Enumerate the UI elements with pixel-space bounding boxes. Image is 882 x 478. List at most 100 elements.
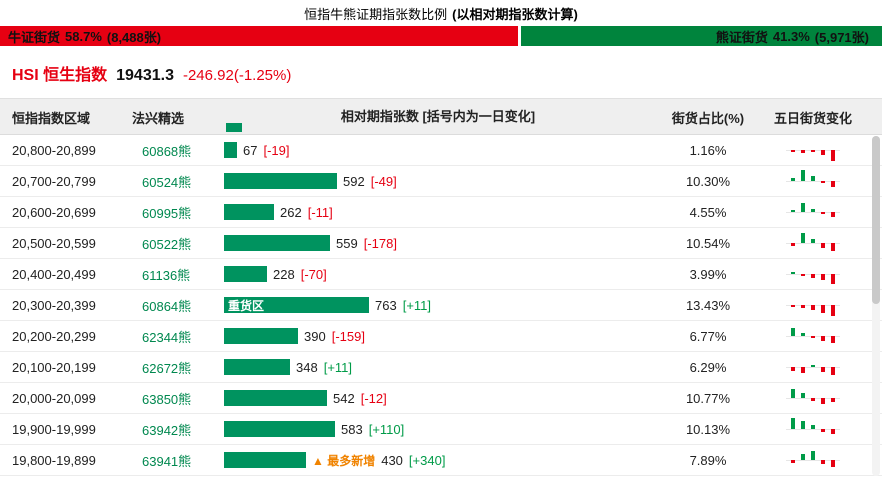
one-day-change: [-70] [300,266,327,282]
header-five-day-change: 五日街货变化 [773,110,852,126]
five-day-spark [786,167,840,195]
one-day-change: [+11] [323,359,353,375]
table-row[interactable]: 19,800-19,899 63941熊 ▲ 最多新增 430 [+340] 7… [0,445,882,476]
bear-ratio-segment: 熊证街货 41.3% (5,971张) [520,26,882,46]
outstanding-pct-cell: 4.55% [689,204,727,220]
contracts-value: 348 [296,359,318,375]
scrollbar-thumb[interactable] [872,136,880,304]
warrant-code-link[interactable]: 62672熊 [142,360,192,376]
table-row[interactable]: 20,800-20,899 60868熊 67 [-19] 1.16% [0,135,882,166]
warrant-code-link[interactable]: 60995熊 [142,205,192,221]
warrant-code-link[interactable]: 60522熊 [142,236,192,252]
bull-count: (8,488张) [106,29,162,45]
outstanding-pct-cell: 10.77% [685,390,731,406]
outstanding-pct-cell: 13.43% [685,297,731,313]
table-row[interactable]: 20,100-20,199 62672熊 348 [+11] 6.29% [0,352,882,383]
outstanding-pct-cell: 10.54% [685,235,731,251]
contracts-bar [224,359,290,375]
warrant-code-link[interactable]: 61136熊 [142,267,191,283]
contracts-bar-cell: 262 [-11] [218,204,658,220]
contracts-value: 67 [243,142,258,158]
index-change: -246.92(-1.25%) [182,67,292,84]
warrant-code-link[interactable]: 60864熊 [142,298,192,314]
contracts-bar-cell: 559 [-178] [218,235,658,251]
contracts-bar [224,328,298,344]
bull-pct: 58.7% [65,28,102,44]
bear-pct: 41.3% [772,28,810,44]
one-day-change: [-11] [307,204,333,220]
header-contracts: 相对期指张数 [括号内为一日变化] [218,99,658,135]
contracts-bar [224,142,237,158]
five-day-spark-cell [758,136,868,164]
outstanding-pct-cell: 6.77% [689,328,727,344]
contracts-value: 430 [381,452,403,468]
warrant-code-link[interactable]: 60868熊 [142,143,192,159]
five-day-spark [786,322,840,350]
contracts-value: 542 [333,390,355,406]
one-day-change: [-49] [370,173,397,189]
table-row[interactable]: 19,900-19,999 63942熊 583 [+110] 10.13% [0,414,882,445]
contracts-bar [224,204,274,220]
contracts-bar-cell: 542 [-12] [218,390,658,406]
five-day-spark-cell [758,415,868,443]
five-day-spark-cell [758,446,868,474]
table-row[interactable]: 20,600-20,699 60995熊 262 [-11] 4.55% [0,197,882,228]
five-day-spark [786,260,840,288]
warrant-code-link[interactable]: 63941熊 [142,453,192,469]
contracts-bar [224,235,330,251]
contracts-bar [224,421,335,437]
contracts-bar-cell: 348 [+11] [218,359,658,375]
one-day-change: [-12] [360,390,387,406]
contracts-bar-cell: 67 [-19] [218,142,658,158]
warrant-code-link[interactable]: 62344熊 [142,329,192,345]
contracts-value: 763 [375,297,397,313]
one-day-change: [-19] [263,142,290,158]
bear-label: 熊证街货 [715,29,768,45]
warrant-code-link[interactable]: 63850熊 [142,391,192,407]
table-header: 恒指指数区域 法兴精选 相对期指张数 [括号内为一日变化] 街货占比(%) 五日… [0,99,882,135]
table-body: 20,800-20,899 60868熊 67 [-19] 1.16% 20,7… [0,135,882,476]
most-added-tag: ▲ 最多新增 [312,453,376,468]
warrant-code-link[interactable]: 63942熊 [142,422,192,438]
bull-ratio-segment: 牛证街货 58.7% (8,488张) [0,26,518,46]
five-day-spark [786,353,840,381]
bull-bear-ratio-bar: 牛证街货 58.7% (8,488张) 熊证街货 41.3% (5,971张) [0,26,882,46]
table-row[interactable]: 20,500-20,599 60522熊 559 [-178] 10.54% [0,228,882,259]
contracts-value: 583 [341,421,363,437]
contracts-bar-cell: 583 [+110] [218,421,658,437]
table-row[interactable]: 20,200-20,299 62344熊 390 [-159] 6.77% [0,321,882,352]
contracts-bar-cell: ▲ 最多新增 430 [+340] [218,452,658,469]
five-day-spark-cell [758,229,868,257]
index-value: 19431.3 [116,67,174,84]
five-day-spark-cell [758,167,868,195]
five-day-spark-cell [758,322,868,350]
index-range-cell: 20,100-20,199 [12,359,96,375]
index-range-cell: 20,600-20,699 [12,204,96,220]
contracts-value: 390 [304,328,326,344]
contracts-bar: 重货区 [224,297,369,313]
table-row[interactable]: 20,300-20,399 60864熊 重货区 763 [+11] 13.43… [0,290,882,321]
contracts-value: 559 [336,235,358,251]
scrollbar[interactable] [872,136,880,476]
contracts-value: 228 [273,266,295,282]
table-row[interactable]: 20,400-20,499 61136熊 228 [-70] 3.99% [0,259,882,290]
contracts-value: 262 [280,204,302,220]
contracts-bar [224,452,306,468]
contracts-bar-cell: 390 [-159] [218,328,658,344]
outstanding-pct-cell: 6.29% [689,359,727,375]
one-day-change: [+11] [402,297,432,313]
bear-count: (5,971张) [814,29,869,45]
five-day-spark-cell [758,198,868,226]
outstanding-pct-cell: 3.99% [689,266,727,282]
warrant-code-link[interactable]: 60524熊 [142,174,192,190]
one-day-change: [-178] [363,235,397,251]
heavy-zone-tag: 重货区 [228,298,265,313]
index-range-cell: 19,800-19,899 [12,452,96,468]
outstanding-pct-cell: 7.89% [689,452,727,468]
bar-legend-swatch [226,123,242,132]
contracts-bar [224,390,327,406]
bull-label: 牛证街货 [8,29,61,45]
table-row[interactable]: 20,000-20,099 63850熊 542 [-12] 10.77% [0,383,882,414]
table-row[interactable]: 20,700-20,799 60524熊 592 [-49] 10.30% [0,166,882,197]
